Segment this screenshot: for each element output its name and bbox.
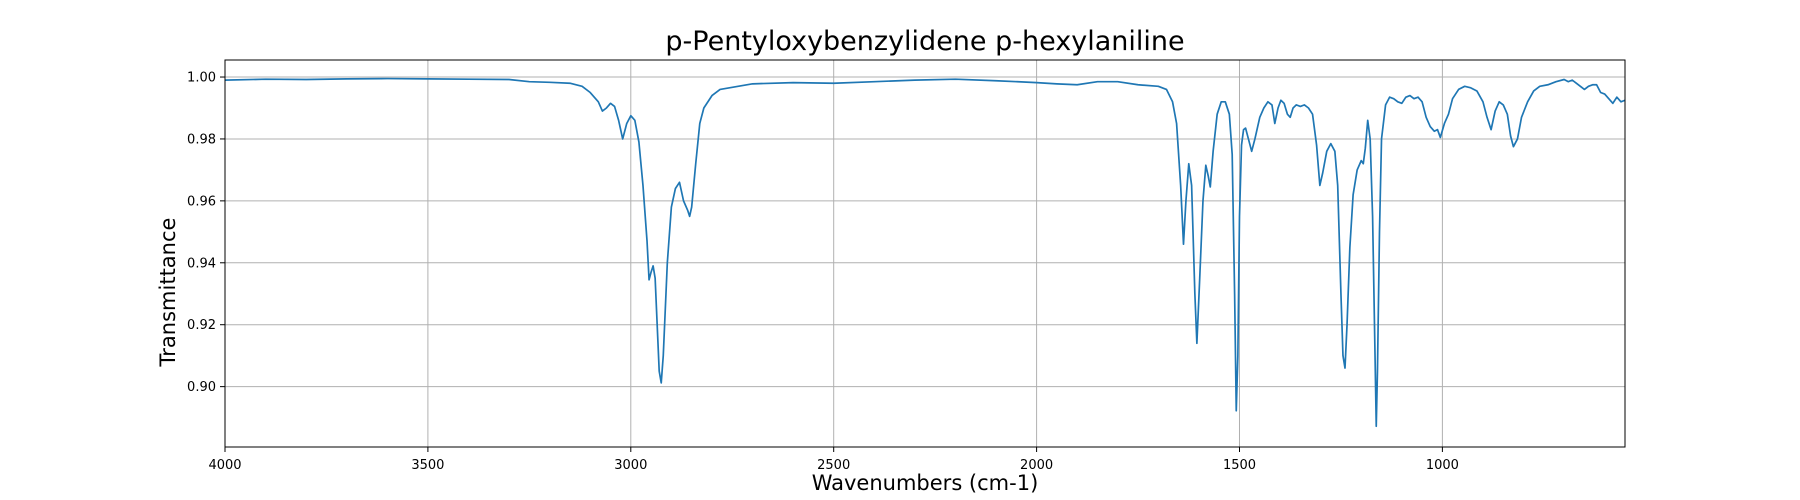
x-tick-label: 3000	[614, 458, 647, 473]
x-tick-label: 1000	[1426, 458, 1459, 473]
plot-frame	[224, 59, 1626, 448]
x-tick-label: 3500	[411, 458, 444, 473]
x-tick-label: 1500	[1223, 458, 1256, 473]
x-tick-label: 2500	[817, 458, 850, 473]
grid	[224, 60, 1625, 447]
x-axis-label: Wavenumbers (cm-1)	[812, 471, 1039, 495]
y-tick-label: 0.96	[187, 194, 216, 209]
x-tick-label: 2000	[1020, 458, 1053, 473]
series-layer	[224, 77, 1626, 428]
chart-title: p-Pentyloxybenzylidene p-hexylaniline	[665, 26, 1184, 57]
y-tick-label: 1.00	[187, 71, 216, 86]
y-tick-label: 0.92	[187, 318, 216, 333]
spectrum-line	[224, 77, 1626, 428]
y-tick-label: 0.94	[187, 256, 216, 271]
y-tick-label: 0.98	[187, 132, 216, 147]
y-axis: 0.90 0.92 0.94 0.96 0.98 1.00	[187, 71, 225, 395]
y-tick-label: 0.90	[187, 380, 216, 395]
y-axis-label: Transmittance	[156, 218, 180, 368]
x-axis: 4000 3500 3000 2500 2000 1500 1000	[208, 447, 1459, 473]
x-tick-label: 4000	[208, 458, 241, 473]
